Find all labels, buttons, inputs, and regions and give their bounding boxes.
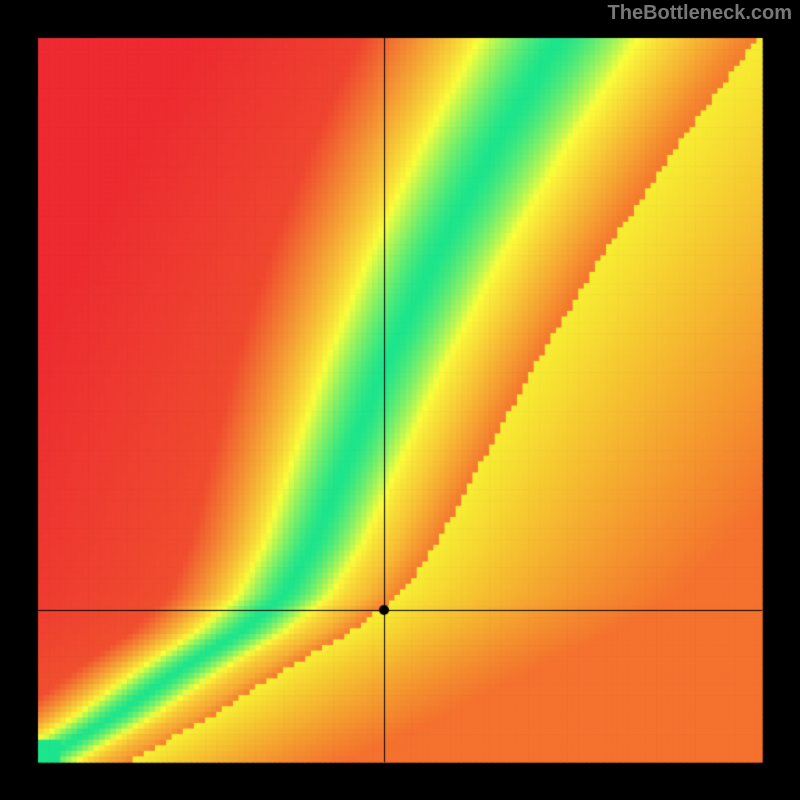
heatmap-canvas <box>0 0 800 800</box>
chart-container: TheBottleneck.com <box>0 0 800 800</box>
watermark-text: TheBottleneck.com <box>608 2 792 25</box>
